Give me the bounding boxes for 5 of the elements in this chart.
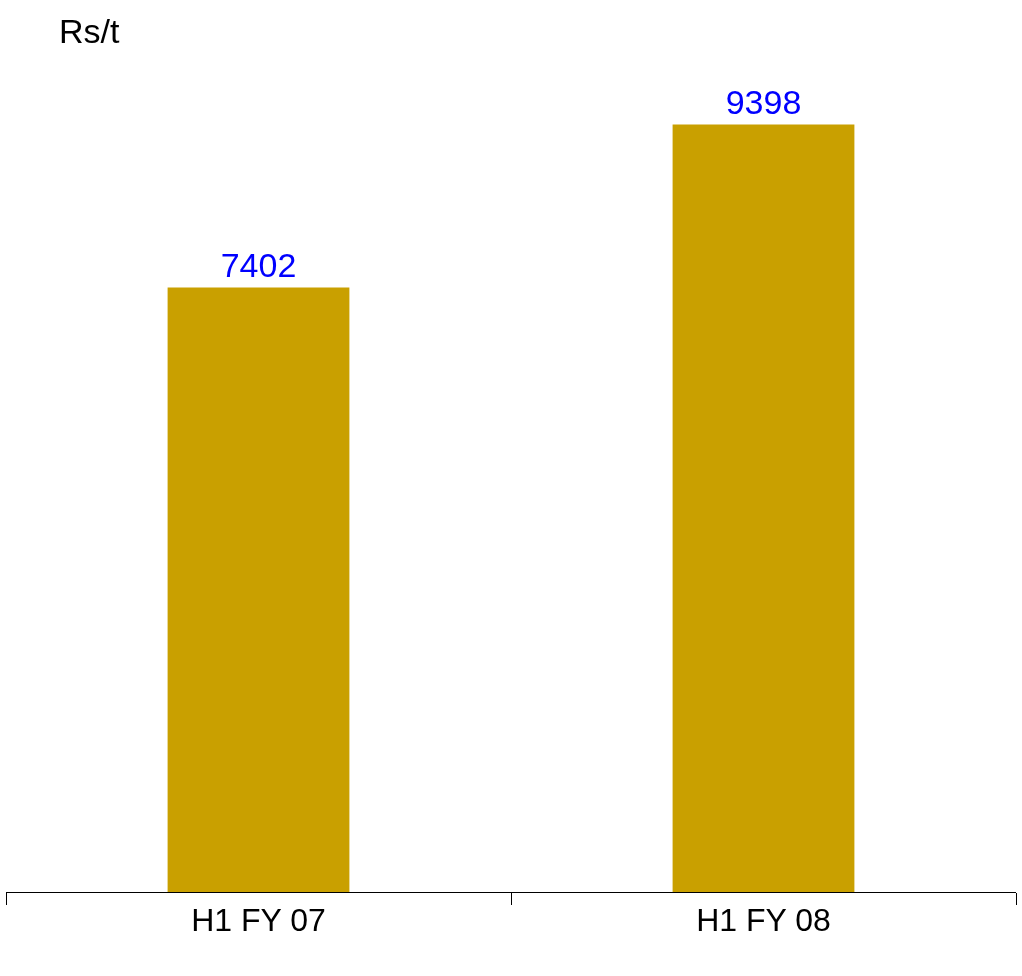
data-label: 7402 — [220, 246, 297, 285]
x-tick-label: H1 FY 08 — [696, 902, 831, 939]
data-label: 9398 — [725, 83, 802, 122]
y-axis-title: Rs/t — [59, 12, 120, 50]
x-tick-label: H1 FY 07 — [191, 902, 326, 939]
